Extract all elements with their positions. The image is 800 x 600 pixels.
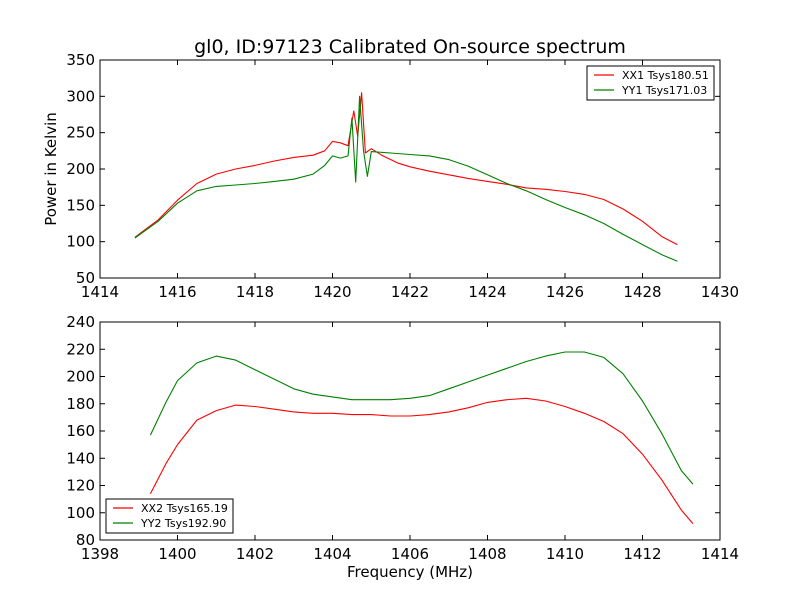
bottom-y-tick-label: 200 (66, 368, 95, 386)
bottom-x-tick-label: 1408 (468, 545, 506, 563)
top-y-tick-label: 150 (66, 196, 95, 214)
top-x-tick-label: 1428 (623, 283, 661, 301)
top-y-tick-label: 250 (66, 124, 95, 142)
bottom-legend: XX2 Tsys165.19 YY2 Tsys192.90 (105, 498, 234, 534)
top-legend-label-1: XX1 Tsys180.51 (622, 69, 709, 82)
bottom-x-tick-label: 1404 (313, 545, 351, 563)
top-x-tick-label: 1414 (81, 283, 119, 301)
bottom-series-line-1 (149, 397, 694, 524)
bottom-plot-area: 1398 1400 1402 1404 1406 1408 1410 1412 1414 80 10… (66, 313, 739, 563)
bottom-x-tick-label: 1398 (81, 545, 119, 563)
bottom-y-tick-label: 100 (66, 504, 95, 522)
top-x-tick-label: 1420 (313, 283, 351, 301)
bottom-y-tick-label: 80 (76, 531, 95, 549)
bottom-y-tick-label: 220 (66, 340, 95, 358)
top-y-tick-label: 300 (66, 87, 95, 105)
bottom-y-tick-label: 120 (66, 477, 95, 495)
bottom-series-line-2 (149, 351, 694, 485)
bottom-y-tick-label: 160 (66, 422, 95, 440)
bottom-x-tick-label: 1414 (701, 545, 739, 563)
top-x-tick-label: 1416 (158, 283, 196, 301)
top-y-tick-label: 100 (66, 233, 95, 251)
top-x-tick-label: 1422 (391, 283, 429, 301)
bottom-x-tick-label: 1406 (391, 545, 429, 563)
top-legend: XX1 Tsys180.51 YY1 Tsys171.03 (586, 65, 715, 101)
top-series-line-2 (134, 95, 678, 262)
bottom-legend-box (105, 498, 234, 534)
chart-title: gl0, ID:97123 Calibrated On-source spect… (194, 36, 626, 58)
top-x-tick-label: 1426 (546, 283, 584, 301)
bottom-x-tick-label: 1400 (158, 545, 196, 563)
bottom-x-tick-label: 1402 (236, 545, 274, 563)
bottom-x-axis-label: Frequency (MHz) (347, 563, 473, 581)
bottom-y-tick-label: 140 (66, 449, 95, 467)
bottom-x-tick-label: 1412 (623, 545, 661, 563)
top-y-axis-label: Power in Kelvin (42, 112, 60, 226)
top-x-tick-label: 1418 (236, 283, 274, 301)
top-legend-box (586, 65, 715, 101)
top-y-tick-label: 50 (76, 269, 95, 287)
bottom-legend-label-1: XX2 Tsys165.19 (141, 502, 228, 515)
top-plot-area: 1414 1416 1418 1420 1422 1424 1426 1428 1430 50 10… (66, 51, 739, 301)
top-x-tick-label: 1424 (468, 283, 506, 301)
top-y-tick-label: 200 (66, 160, 95, 178)
top-series-line-1 (134, 92, 678, 246)
bottom-x-tick-label: 1410 (546, 545, 584, 563)
top-x-tick-label: 1430 (701, 283, 739, 301)
bottom-legend-label-2: YY2 Tsys192.90 (140, 517, 226, 530)
bottom-y-tick-label: 240 (66, 313, 95, 331)
top-legend-label-2: YY1 Tsys171.03 (621, 84, 707, 97)
bottom-y-tick-label: 180 (66, 395, 95, 413)
top-y-tick-label: 350 (66, 51, 95, 69)
